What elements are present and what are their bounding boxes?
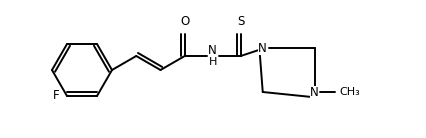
Text: N: N — [208, 44, 217, 58]
Text: N: N — [259, 42, 267, 55]
Text: O: O — [180, 15, 190, 28]
Text: F: F — [53, 89, 60, 103]
Text: H: H — [209, 57, 217, 67]
Text: N: N — [311, 86, 319, 99]
Text: S: S — [237, 15, 245, 28]
Text: CH₃: CH₃ — [340, 87, 360, 97]
